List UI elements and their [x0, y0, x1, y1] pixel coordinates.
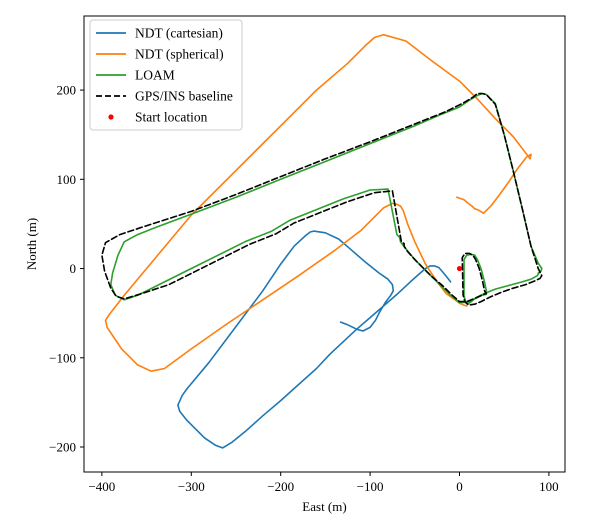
legend: NDT (cartesian) NDT (spherical) LOAM GPS/IN…: [89, 19, 243, 131]
x-tick-label: −100: [357, 479, 384, 494]
legend-items: NDT (cartesian) NDT (spherical) LOAM GPS/IN…: [96, 26, 233, 125]
series-line-ndt-cartesian: [177, 230, 452, 449]
x-tick-label: 100: [539, 479, 559, 494]
legend-label-ndt-spherical: NDT (spherical): [135, 47, 224, 62]
y-tick-label: 100: [57, 172, 77, 187]
y-tick-label: −100: [49, 350, 76, 365]
legend-label-ndt-cartesian: NDT (cartesian): [135, 26, 223, 41]
x-tick-label: −400: [88, 479, 115, 494]
y-tick-label: −200: [49, 440, 76, 455]
x-axis-label: East (m): [302, 499, 346, 514]
series-line-ndt-spherical: [104, 33, 532, 372]
y-tick-label: 200: [57, 83, 77, 98]
y-tick-label: 0: [70, 261, 77, 276]
x-tick-label: −300: [178, 479, 205, 494]
marker-start-location: [456, 265, 463, 272]
plot-series-layer: [101, 33, 543, 449]
y-axis-label: North (m): [24, 218, 39, 270]
legend-label-gps-ins-baseline: GPS/INS baseline: [135, 89, 233, 104]
legend-label-start-location: Start location: [135, 110, 208, 125]
axes-frame: [83, 15, 566, 473]
legend-label-loam: LOAM: [135, 68, 175, 83]
x-axis-ticks: −400 −300 −200 −100 0 100: [88, 472, 559, 494]
series-line-gps-ins-baseline: [101, 92, 543, 306]
legend-swatch-start-location: [108, 114, 114, 120]
x-tick-label: −200: [267, 479, 294, 494]
y-axis-ticks: −200 −100 0 100 200: [49, 83, 84, 455]
x-tick-label: 0: [456, 479, 463, 494]
legend-frame: [89, 19, 243, 131]
